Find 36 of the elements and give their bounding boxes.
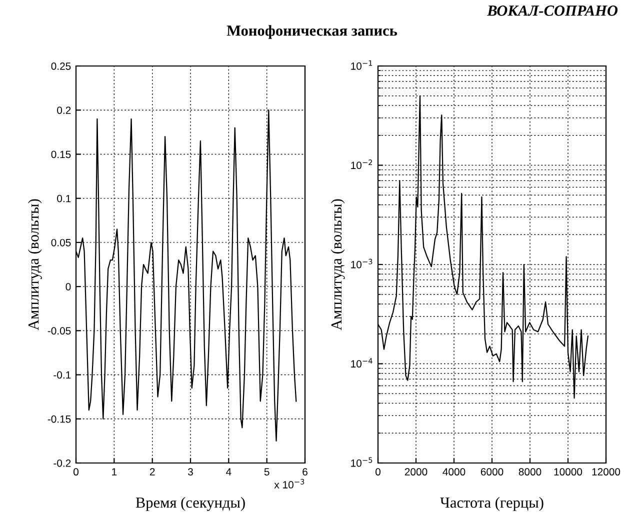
x-tick-label: 10000 <box>554 468 582 476</box>
y-tick-label: 0.05 <box>51 238 71 246</box>
x-tick-label: 6 <box>302 468 308 476</box>
y-axis-title: Амплитуда (вольты) <box>28 199 42 330</box>
y-tick-label: 10$^{−5}$ <box>351 457 372 467</box>
y-tick-label: 0.15 <box>51 150 71 158</box>
y-tick-label: -0.15 <box>48 415 71 423</box>
y-tick-label: 10$^{−3}$ <box>351 258 372 268</box>
text: x 10$^{−3}$ <box>274 478 304 488</box>
y-axis-title: Амплитуда (вольты) <box>330 199 345 330</box>
y-tick-label: 10$^{−2}$ <box>351 160 372 170</box>
x-axis-title: Частота (герцы) <box>440 497 544 511</box>
y-tick-label: 0.25 <box>51 62 71 70</box>
y-tick-label: -0.05 <box>48 327 71 335</box>
x-tick-label: 2000 <box>404 468 428 476</box>
y-tick-label: 10$^{−1}$ <box>351 60 372 70</box>
x-tick-label: 0 <box>74 468 78 476</box>
x-tick-label: 6000 <box>480 468 504 476</box>
y-tick-label: 0.2 <box>57 106 71 114</box>
x-tick-label: 4000 <box>442 468 466 476</box>
x-tick-label: 5 <box>264 468 270 476</box>
y-tick-label: 10$^{−4}$ <box>351 358 372 368</box>
text: ВОКАЛ-СОПРАНО <box>487 6 618 16</box>
x-tick-label: 1 <box>112 468 117 476</box>
x-tick-label: 0 <box>376 468 380 476</box>
x-tick-label: 2 <box>150 468 155 476</box>
y-tick-label: -0.2 <box>54 460 71 467</box>
chart-title: Монофоническая запись <box>226 25 398 39</box>
y-tick-label: 0 <box>66 283 71 290</box>
x-tick-label: 3 <box>188 468 193 476</box>
y-tick-label: 0.1 <box>57 194 71 202</box>
x-tick-label: 12000 <box>592 468 620 476</box>
x-axis-title: Время (секунды) <box>136 497 245 511</box>
x-tick-label: 8000 <box>518 468 542 476</box>
y-tick-label: -0.1 <box>54 371 71 379</box>
x-tick-label: 4 <box>226 468 232 476</box>
